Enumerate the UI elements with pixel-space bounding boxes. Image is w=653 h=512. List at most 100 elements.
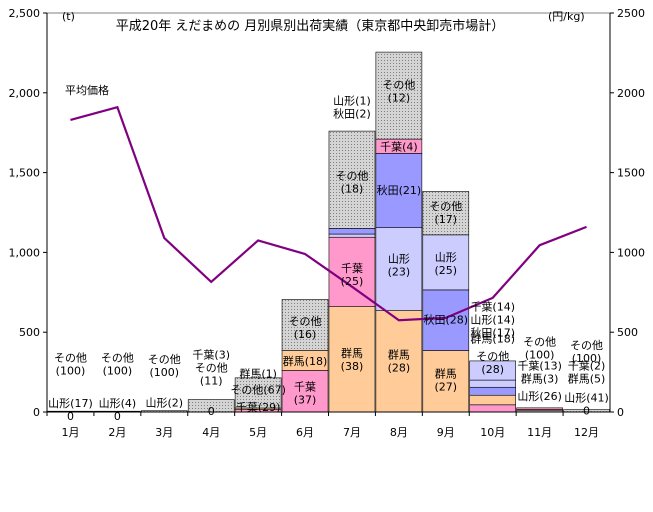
bar-segment <box>281 299 329 351</box>
axes: 0 500 1,000 1,500 2,000 2,500 0 500 1000 1500 2000… <box>9 7 646 439</box>
bar-segment <box>422 234 470 291</box>
x-tick-label: 2月 <box>108 426 126 439</box>
bar-data-label: その他 <box>570 339 603 352</box>
x-tick-label: 6月 <box>296 426 314 439</box>
bar-data-label: 山形(1) <box>333 95 371 108</box>
bar-data-label: (100) <box>572 352 602 365</box>
right-tick-label: 500 <box>617 326 638 339</box>
bar-segment <box>469 394 517 406</box>
x-tick-label: 7月 <box>343 426 361 439</box>
bar-data-label: (17) <box>434 213 457 226</box>
bar-data-label: 秋田(17) <box>470 325 515 339</box>
bar-data-label: (28) <box>481 363 504 376</box>
bar-data-label: 群馬(18) <box>283 354 328 368</box>
bar-data-label: (100) <box>149 366 179 379</box>
bar-data-label: (100) <box>525 349 555 362</box>
bar-segment <box>375 310 423 413</box>
left-tick-label: 2,000 <box>9 87 41 100</box>
bar-data-label: (18) <box>341 183 364 196</box>
x-tick-label: 9月 <box>437 426 455 439</box>
bar-data-label: 千葉 <box>294 379 316 393</box>
bar-data-label: 群馬(5) <box>568 372 606 386</box>
bar-segment <box>328 306 376 413</box>
bar-data-label: その他 <box>476 350 509 363</box>
left-tick-label: 2,500 <box>9 7 41 20</box>
bar-data-label: 秋田(21) <box>377 183 422 197</box>
bar-data-label: 群馬 <box>388 347 410 361</box>
bar-data-label: 千葉(29) <box>236 400 281 414</box>
bar-data-label: (11) <box>200 374 223 387</box>
bar-data-label: 千葉(14) <box>470 299 515 313</box>
bar-data-label: その他 <box>195 361 228 374</box>
left-unit-label: (t) <box>62 10 75 23</box>
right-tick-label: 1000 <box>617 246 645 259</box>
bar-data-label: その他 <box>289 315 322 328</box>
x-tick-label: 5月 <box>249 426 267 439</box>
bar-data-label: 千葉(4) <box>380 139 418 153</box>
bar-data-label: その他 <box>335 170 368 183</box>
bar-data-label: その他(67) <box>230 384 286 397</box>
bar-data-label: 山形(4) <box>99 397 137 410</box>
bar-data-label: その他 <box>429 200 462 213</box>
bar-segment <box>422 191 470 236</box>
price-line-label: 平均価格 <box>65 83 109 97</box>
bar-data-label: 0 <box>583 405 590 418</box>
bar-data-label: その他 <box>148 353 181 366</box>
bar-segment <box>328 233 376 238</box>
bar-data-label: その他 <box>101 352 134 365</box>
bar-data-label: 山形(41) <box>564 392 609 405</box>
bar-data-label: 千葉(3) <box>192 347 230 361</box>
bar-segment <box>328 130 376 229</box>
bar-data-label: (38) <box>341 360 364 373</box>
bar-data-label: 山形(26) <box>517 390 562 403</box>
bar-data-label: 千葉(13) <box>517 359 562 373</box>
left-tick-label: 1,000 <box>9 246 41 259</box>
bar-data-label: 群馬(3) <box>521 372 559 386</box>
bar-data-label: 群馬(18) <box>470 332 515 346</box>
left-tick-label: 1,500 <box>9 167 41 180</box>
bar-data-label: 群馬 <box>341 346 363 360</box>
data-labels: 山形(17)0その他(100)山形(4)0その他(100)山形(2)その他(10… <box>48 79 609 423</box>
price-line-path <box>70 105 587 322</box>
price-line <box>70 105 587 322</box>
x-tick-label: 10月 <box>480 426 505 439</box>
bar-data-label: (27) <box>434 381 457 394</box>
bar-data-label: 秋田(2) <box>333 107 371 121</box>
bar-data-label: (23) <box>388 266 411 279</box>
bar-data-label: (37) <box>294 393 317 406</box>
bars <box>47 51 610 413</box>
bar-data-label: その他 <box>54 352 87 365</box>
bar-segment <box>469 404 517 413</box>
bar-segment <box>328 236 376 307</box>
bar-data-label: 群馬 <box>435 367 457 381</box>
chart-title: 平成20年 えだまめの 月別県別出荷実績（東京都中央卸売市場計） <box>116 18 505 34</box>
plot-frame <box>46 12 611 413</box>
bar-data-label: (25) <box>434 264 457 277</box>
bar-data-label: (12) <box>388 92 411 105</box>
bar-segment <box>328 228 376 235</box>
bar-data-label: 千葉(2) <box>568 359 606 373</box>
right-tick-label: 0 <box>617 406 624 419</box>
bar-data-label: 0 <box>114 410 121 423</box>
left-tick-label: 0 <box>33 406 40 419</box>
x-tick-label: 1月 <box>61 426 79 439</box>
left-tick-label: 500 <box>19 326 40 339</box>
bar-segment <box>375 153 423 228</box>
bar-segment <box>469 379 517 388</box>
bar-segment <box>234 377 282 409</box>
x-tick-label: 4月 <box>202 426 220 439</box>
bar-data-label: (16) <box>294 328 317 341</box>
bar-data-label: その他 <box>523 336 556 349</box>
right-tick-label: 1500 <box>617 167 645 180</box>
x-tick-label: 11月 <box>527 426 552 439</box>
bar-data-label: (28) <box>388 361 411 374</box>
bar-data-label: 0 <box>67 410 74 423</box>
bar-data-label: 秋田(28) <box>423 312 468 326</box>
x-tick-label: 8月 <box>390 426 408 439</box>
bar-data-label: (100) <box>56 365 86 378</box>
bar-data-label: 山形 <box>388 253 410 266</box>
bar-segment <box>469 360 517 381</box>
right-tick-label: 2500 <box>617 7 645 20</box>
right-tick-label: 2000 <box>617 87 645 100</box>
